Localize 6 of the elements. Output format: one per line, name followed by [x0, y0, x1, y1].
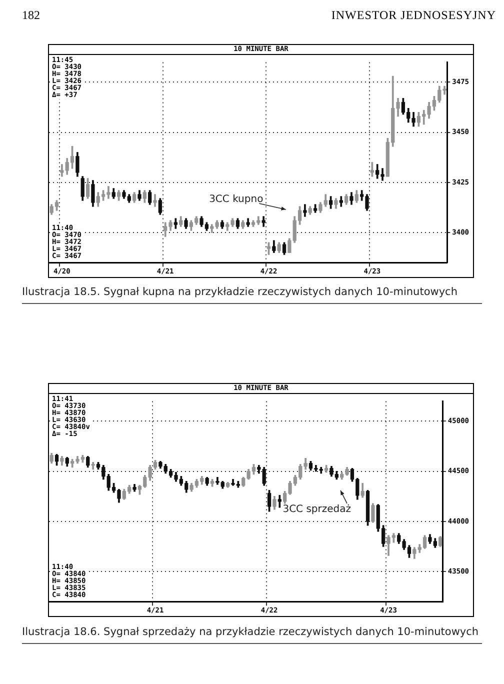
text: 182	[22, 8, 40, 23]
text: Ilustracja 18.6. Sygnał sprzedaży na przykładzie rzeczywistych danych 10-minutowych	[22, 626, 480, 638]
annotation: 3CC kupno	[209, 194, 264, 206]
annotation: 3CC sprzedaż	[282, 504, 352, 516]
text: INWESTOR JEDNOSESYJNY	[331, 8, 496, 23]
text: Ilustracja 18.5. Sygnał kupna na przykładzie rzeczywistych danych 10-minutowych	[22, 286, 458, 298]
